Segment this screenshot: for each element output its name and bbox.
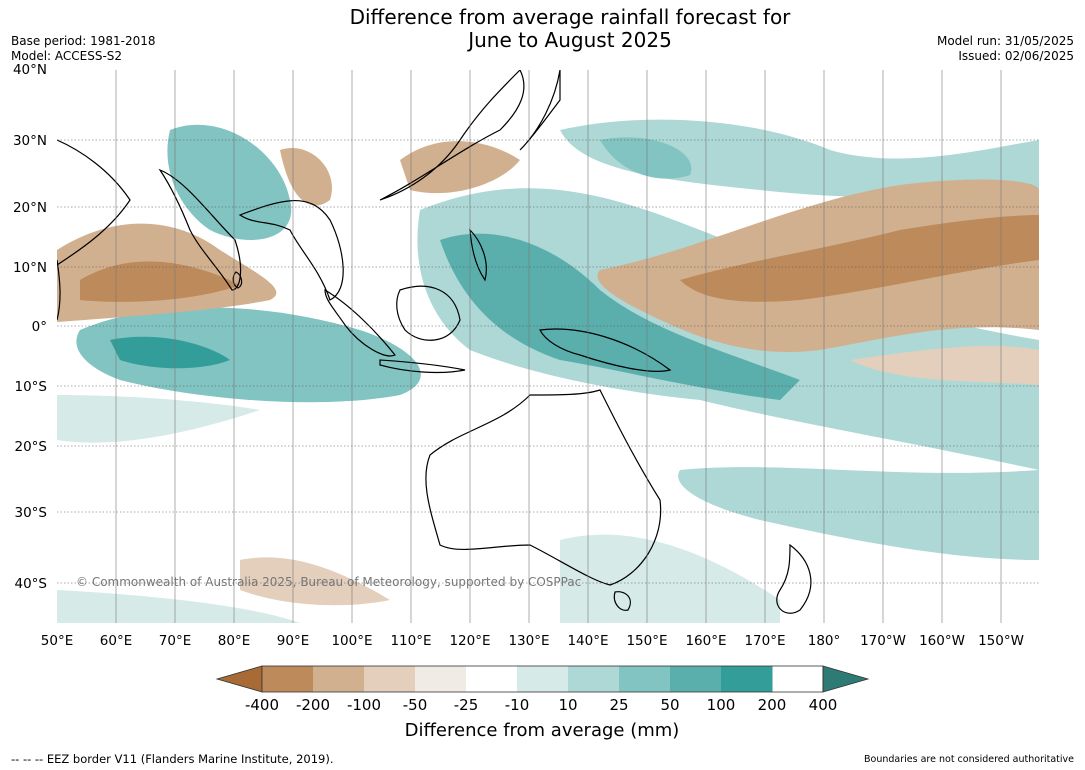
lon-label: 160°E bbox=[685, 633, 726, 649]
colorbar-swatch bbox=[670, 666, 722, 692]
lon-label: 160°W bbox=[919, 633, 965, 649]
latitude-labels: 40°N 30°N 20°N 10°N 0° 10°S 20°S 30°S 40… bbox=[13, 62, 47, 592]
lon-label: 90°E bbox=[277, 633, 309, 649]
lat-label: 10°N bbox=[13, 260, 47, 276]
wet-core-indian-ocean bbox=[110, 336, 230, 369]
wet-region-south-ind bbox=[57, 590, 300, 623]
lat-label: 0° bbox=[32, 319, 47, 335]
lon-label: 120°E bbox=[449, 633, 490, 649]
lon-label: 70°E bbox=[159, 633, 191, 649]
coastline-java bbox=[379, 359, 466, 374]
model-run: Model run: 31/05/2025 bbox=[936, 34, 1074, 48]
colorbar-tick-label: 400 bbox=[809, 696, 838, 714]
footer-disclaimer: Boundaries are not considered authoritat… bbox=[864, 754, 1074, 765]
coastline-africa bbox=[57, 259, 61, 321]
dry-region-south-ind bbox=[240, 557, 390, 606]
lat-label: 30°N bbox=[13, 133, 47, 149]
wet-region-maritime-core bbox=[440, 233, 800, 400]
colorbar-swatch bbox=[415, 666, 467, 692]
lon-label: 60°E bbox=[100, 633, 132, 649]
coastline-borneo bbox=[396, 285, 461, 341]
colorbar-tick-label: -25 bbox=[454, 696, 479, 714]
lon-label: 140°E bbox=[567, 633, 608, 649]
wet-region-indian-ocean bbox=[76, 307, 421, 403]
colorbar-tick-label: -400 bbox=[245, 696, 279, 714]
lon-label: 150°E bbox=[626, 633, 667, 649]
colorbar-arrow-left bbox=[215, 665, 263, 693]
lon-label: 80°E bbox=[218, 633, 250, 649]
wet-region-north-pacific bbox=[560, 119, 1039, 198]
wet-region-southern-ocean bbox=[678, 467, 1039, 560]
footer-eez-note: -- -- -- EEZ border V11 (Flanders Marine… bbox=[11, 752, 334, 766]
lon-label: 170°E bbox=[744, 633, 785, 649]
dry-core-north-pacific bbox=[680, 215, 1039, 302]
lat-label: 20°S bbox=[15, 439, 48, 455]
colorbar-swatch bbox=[313, 666, 365, 692]
lat-label: 20°N bbox=[13, 200, 47, 216]
colorbar-tick-label: 25 bbox=[609, 696, 628, 714]
colorbar-ticks: -400 -200 -100 -50 -25 -10 10 25 50 100 200 400 bbox=[245, 696, 837, 714]
colorbar-swatch bbox=[721, 666, 773, 692]
colorbar-tick-label: 100 bbox=[707, 696, 736, 714]
wet-region-north-pacific-2 bbox=[600, 137, 692, 179]
colorbar-swatch bbox=[262, 666, 314, 692]
lon-label: 50°E bbox=[41, 633, 73, 649]
coastline-sri-lanka bbox=[232, 271, 243, 289]
longitude-labels: 50°E 60°E 70°E 80°E 90°E 100°E 110°E 120… bbox=[41, 633, 1024, 649]
lat-label: 10°S bbox=[15, 379, 48, 395]
colorbar-swatch bbox=[364, 666, 416, 692]
lon-label: 170°W bbox=[860, 633, 906, 649]
colorbar-tick-label: 200 bbox=[758, 696, 787, 714]
coastline-new-guinea bbox=[539, 328, 672, 372]
lon-gridlines bbox=[115, 70, 1002, 623]
issued-date: Issued: 02/06/2025 bbox=[958, 49, 1074, 63]
dry-core-arabian-sea bbox=[80, 261, 240, 302]
lat-gridlines bbox=[57, 139, 1039, 584]
colorbar-tick-label: -200 bbox=[296, 696, 330, 714]
colorbar-tick-label: -50 bbox=[403, 696, 428, 714]
base-period: Base period: 1981-2018 bbox=[11, 34, 156, 48]
colorbar-outline bbox=[261, 665, 824, 693]
lon-label: 110°E bbox=[390, 633, 431, 649]
lat-label: 30°S bbox=[15, 505, 48, 521]
colorbar-arrow-right bbox=[822, 665, 870, 693]
title-line-2: June to August 2025 bbox=[468, 28, 672, 52]
coastlines bbox=[57, 70, 812, 614]
coastline-japan bbox=[519, 70, 561, 151]
coastline-sumatra bbox=[324, 288, 396, 357]
coastline-new-zealand bbox=[776, 543, 812, 614]
dry-region-sw-pacific bbox=[850, 345, 1039, 385]
colorbar-swatch bbox=[568, 666, 620, 692]
lon-label: 100°E bbox=[331, 633, 372, 649]
colorbar: -400 -200 -100 -50 -25 -10 10 25 50 100 200 400 Dif… bbox=[215, 665, 870, 741]
model-name: Model: ACCESS-S2 bbox=[11, 49, 123, 63]
coastline-tasmania bbox=[613, 591, 631, 611]
title-line-1: Difference from average rainfall forecas… bbox=[349, 5, 791, 29]
wet-region-south-west bbox=[57, 395, 260, 443]
lon-label: 180° bbox=[808, 633, 841, 649]
colorbar-title: Difference from average (mm) bbox=[405, 720, 680, 741]
colorbar-swatches bbox=[215, 665, 870, 693]
colorbar-swatch bbox=[619, 666, 671, 692]
coastline-arabia bbox=[57, 139, 131, 266]
wet-region-india bbox=[167, 124, 292, 240]
colorbar-swatch bbox=[517, 666, 569, 692]
copyright-text: © Commonwealth of Australia 2025, Bureau… bbox=[76, 575, 581, 589]
colorbar-tick-label: 50 bbox=[660, 696, 679, 714]
colorbar-tick-label: 10 bbox=[558, 696, 577, 714]
dry-region-china bbox=[400, 141, 520, 194]
coastline-australia bbox=[425, 389, 662, 586]
coastline-philippines bbox=[469, 228, 487, 282]
lat-label: 40°N bbox=[13, 62, 47, 78]
colorbar-tick-label: -10 bbox=[505, 696, 530, 714]
lon-label: 150°W bbox=[978, 633, 1024, 649]
colorbar-swatch bbox=[466, 666, 518, 692]
anomaly-shading bbox=[57, 70, 1039, 623]
lon-label: 130°E bbox=[508, 633, 549, 649]
lat-label: 40°S bbox=[15, 576, 48, 592]
colorbar-tick-label: -100 bbox=[347, 696, 381, 714]
coastline-southeast-asia bbox=[238, 199, 344, 301]
